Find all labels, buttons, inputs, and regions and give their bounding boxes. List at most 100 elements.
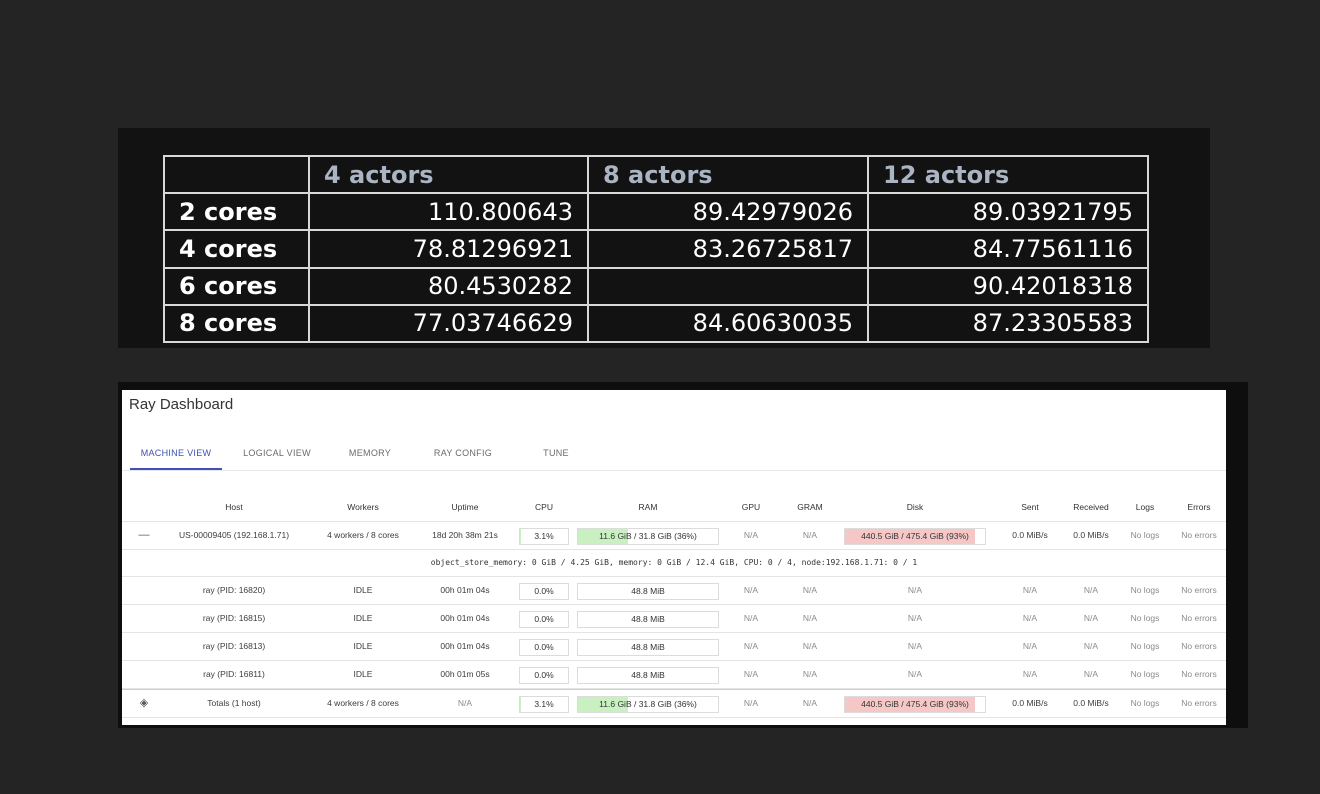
results-row: 4 cores 78.81296921 83.26725817 84.77561…	[163, 229, 1149, 269]
tab-machine-view[interactable]: MACHINE VIEW	[130, 440, 222, 470]
results-cell: 83.26725817	[587, 229, 869, 269]
host-uptime: 18d 20h 38m 21s	[432, 530, 498, 540]
results-cell: 110.800643	[308, 192, 589, 232]
host-disk-bar-fill	[845, 529, 976, 544]
worker-name: ray (PID: 16820)	[202, 585, 266, 595]
host-ram-bar: 11.6 GiB / 31.8 GiB (36%)	[577, 528, 719, 545]
worker-cpu-bar: 0.0%	[519, 583, 569, 600]
results-cell: 80.4530282	[308, 266, 589, 306]
totals-logs: No logs	[1130, 698, 1160, 708]
results-col-header: 12 actors	[867, 154, 1149, 195]
worker-row: ray (PID: 16820) IDLE 00h 01m 04s 0.0% 4…	[122, 577, 1226, 605]
machine-table: Host Workers Uptime CPU RAM GPU GRAM Dis…	[122, 494, 1226, 718]
worker-ram-bar: 48.8 MiB	[577, 639, 719, 656]
col-header-errors: Errors	[1187, 502, 1211, 512]
host-gram: N/A	[802, 530, 818, 540]
worker-errors-link[interactable]: No errors	[1181, 613, 1217, 623]
host-received: 0.0 MiB/s	[1073, 530, 1109, 540]
results-row: 8 cores 77.03746629 84.60630035 87.23305…	[163, 303, 1149, 344]
host-errors-link[interactable]: No errors	[1181, 530, 1217, 540]
col-header-host: Host	[225, 502, 243, 512]
host-gpu: N/A	[743, 530, 759, 540]
totals-cpu-text: 3.1%	[534, 699, 554, 709]
host-logs-link[interactable]: No logs	[1130, 530, 1160, 540]
worker-errors-link[interactable]: No errors	[1181, 585, 1217, 595]
worker-disk: N/A	[907, 669, 923, 679]
host-cpu-text: 3.1%	[534, 531, 554, 541]
worker-gpu: N/A	[743, 613, 759, 623]
worker-name: ray (PID: 16811)	[203, 669, 265, 679]
results-row-label: 2 cores	[163, 192, 310, 232]
worker-uptime: 00h 01m 04s	[440, 641, 490, 651]
worker-row: ray (PID: 16815) IDLE 00h 01m 04s 0.0% 4…	[122, 605, 1226, 633]
host-ram-bar-fill	[578, 529, 629, 544]
collapse-minus-icon[interactable]: —	[138, 529, 150, 541]
tab-tune[interactable]: TUNE	[543, 448, 569, 458]
host-workers: 4 workers / 8 cores	[327, 530, 399, 540]
machine-table-header: Host Workers Uptime CPU RAM GPU GRAM Dis…	[122, 494, 1226, 522]
totals-disk-bar-fill	[845, 697, 976, 712]
worker-cpu-bar: 0.0%	[519, 639, 569, 656]
col-header-logs: Logs	[1135, 502, 1155, 512]
worker-sent: N/A	[1022, 669, 1038, 679]
worker-errors-link[interactable]: No errors	[1181, 669, 1217, 679]
ray-dashboard: Ray Dashboard MACHINE VIEW LOGICAL VIEW …	[122, 390, 1226, 725]
results-cell: 89.42979026	[587, 192, 869, 232]
tab-ray-config[interactable]: RAY CONFIG	[433, 448, 493, 458]
results-cell: 87.23305583	[867, 303, 1149, 344]
worker-uptime: 00h 01m 05s	[440, 669, 490, 679]
results-row-label: 6 cores	[163, 266, 310, 306]
col-header-uptime: Uptime	[451, 502, 479, 512]
layers-icon: ◈	[139, 697, 149, 709]
worker-disk: N/A	[907, 641, 923, 651]
worker-errors-link[interactable]: No errors	[1181, 641, 1217, 651]
col-header-gpu: GPU	[741, 502, 761, 512]
worker-received: N/A	[1083, 669, 1099, 679]
host-row[interactable]: — US-00009405 (192.168.1.71) 4 workers /…	[122, 522, 1226, 550]
totals-ram-bar: 11.6 GiB / 31.8 GiB (36%)	[577, 696, 719, 713]
worker-cpu-text: 0.0%	[534, 642, 554, 652]
results-col-header: 8 actors	[587, 154, 869, 195]
worker-gram: N/A	[802, 585, 818, 595]
totals-cpu-bar: 3.1%	[519, 696, 569, 713]
results-cell	[587, 266, 869, 306]
worker-logs-link[interactable]: No logs	[1130, 669, 1160, 679]
host-cpu-bar: 3.1%	[519, 528, 569, 545]
totals-label: Totals (1 host)	[207, 698, 261, 708]
worker-gram: N/A	[802, 669, 818, 679]
worker-cpu-text: 0.0%	[534, 670, 554, 680]
worker-ram-text: 48.8 MiB	[631, 670, 665, 680]
tab-logical-view[interactable]: LOGICAL VIEW	[243, 448, 311, 458]
worker-gram: N/A	[802, 641, 818, 651]
worker-logs-link[interactable]: No logs	[1130, 613, 1160, 623]
worker-state: IDLE	[353, 613, 373, 623]
worker-ram-text: 48.8 MiB	[631, 642, 665, 652]
totals-sent: 0.0 MiB/s	[1012, 698, 1048, 708]
col-header-workers: Workers	[347, 502, 379, 512]
worker-name: ray (PID: 16815)	[202, 613, 266, 623]
results-row: 2 cores 110.800643 89.42979026 89.039217…	[163, 192, 1149, 232]
totals-row: ◈ Totals (1 host) 4 workers / 8 cores N/…	[122, 689, 1226, 718]
tabs-divider	[122, 470, 1226, 471]
col-header-gram: GRAM	[797, 502, 823, 512]
worker-sent: N/A	[1022, 641, 1038, 651]
worker-disk: N/A	[907, 613, 923, 623]
worker-gram: N/A	[802, 613, 818, 623]
worker-logs-link[interactable]: No logs	[1130, 585, 1160, 595]
worker-received: N/A	[1083, 613, 1099, 623]
tab-memory[interactable]: MEMORY	[348, 448, 392, 458]
totals-gram: N/A	[802, 698, 818, 708]
worker-sent: N/A	[1022, 585, 1038, 595]
worker-ram-text: 48.8 MiB	[631, 614, 665, 624]
worker-received: N/A	[1083, 641, 1099, 651]
dashboard-title: Ray Dashboard	[129, 396, 234, 413]
results-cell: 77.03746629	[308, 303, 589, 344]
worker-sent: N/A	[1022, 613, 1038, 623]
host-cpu-bar-fill	[520, 529, 522, 544]
results-panel: 4 actors 8 actors 12 actors 2 cores 110.…	[118, 128, 1210, 348]
host-disk-text: 440.5 GiB / 475.4 GiB (93%)	[861, 531, 969, 541]
totals-errors: No errors	[1181, 698, 1217, 708]
worker-logs-link[interactable]: No logs	[1130, 641, 1160, 651]
worker-state: IDLE	[353, 585, 373, 595]
totals-gpu: N/A	[743, 698, 759, 708]
